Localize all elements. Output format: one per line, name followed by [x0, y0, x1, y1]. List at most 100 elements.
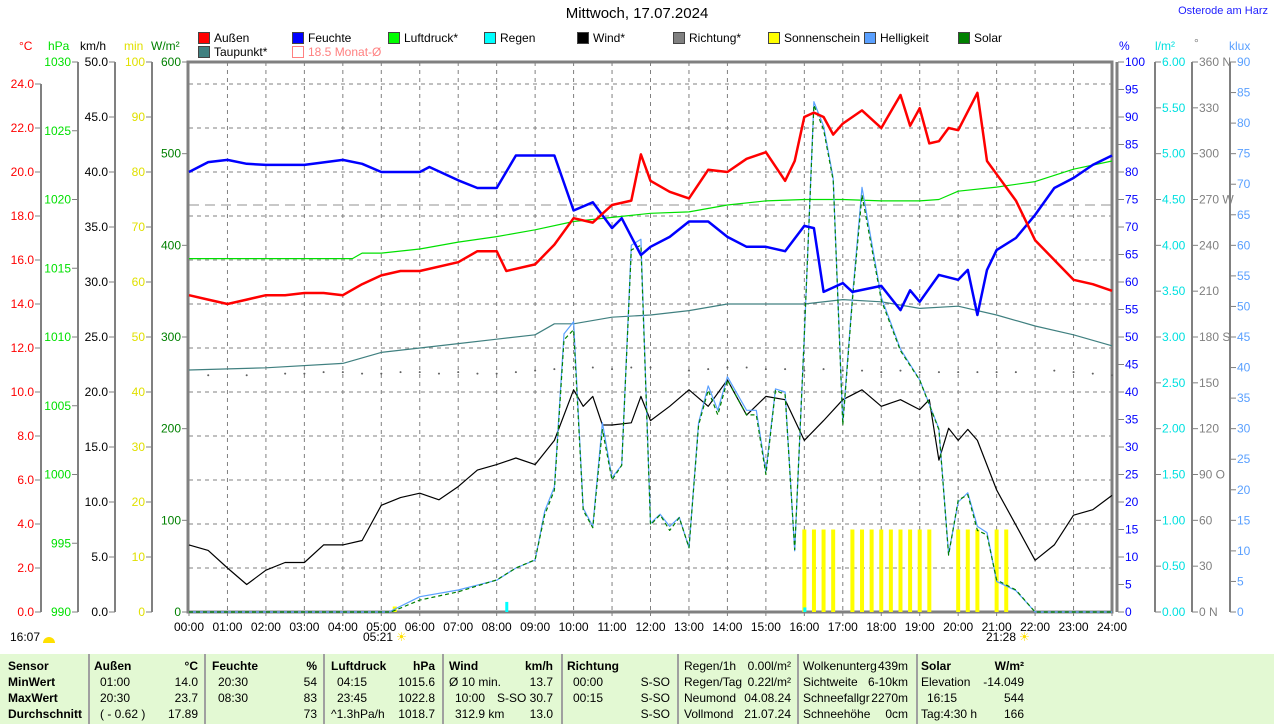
direction-point: [495, 372, 498, 375]
series-line-luftdruck: [189, 160, 1113, 260]
cell-value: 13.0: [529, 707, 553, 721]
cell-value: 544: [1003, 691, 1024, 705]
legend-label: Richtung*: [689, 31, 742, 45]
direction-point: [514, 371, 517, 374]
x-tick-label: 13:00: [674, 620, 704, 634]
axis-label-wm2: 500: [161, 147, 181, 161]
axis-label-wm2: 0: [174, 605, 181, 619]
cell-value: 0cm: [885, 707, 908, 721]
unit-wm2: W/m²: [151, 39, 180, 53]
axis-label-min: 0: [138, 605, 145, 619]
legend-wind: Wind*: [577, 31, 625, 45]
legend-label: Luftdruck*: [404, 31, 459, 45]
cell-time: 04:15: [337, 675, 368, 689]
axis-label-pct: 30: [1125, 440, 1139, 454]
richtung-column: Richtung 00:00 S-SO 00:15 S-SO S-SO: [567, 658, 670, 722]
direction-point: [784, 368, 787, 371]
legend-label: Feuchte: [308, 31, 352, 45]
direction-point: [822, 368, 825, 371]
divider: [561, 654, 563, 724]
axis-label-deg: 360 N: [1199, 55, 1231, 69]
direction-point: [1072, 371, 1075, 374]
direction-point: [361, 372, 364, 375]
cell-time: 20:30: [218, 675, 249, 689]
x-tick-label: 18:00: [866, 620, 896, 634]
legend-swatch: [388, 32, 400, 44]
legend-swatch: [864, 32, 876, 44]
direction-point: [745, 366, 748, 369]
sunshine-bar: [956, 529, 961, 612]
cell-label: Regen/Tag: [684, 675, 743, 689]
cell-label: Schneefallgr: [803, 691, 870, 705]
wind-column: Wind km/h Ø 10 min. 13.7 10:00 S-SO 30.7 31…: [449, 658, 553, 722]
x-tick-label: 14:00: [712, 620, 742, 634]
sunshine-bar: [811, 529, 816, 612]
axis-label-kmh: 10.0: [85, 495, 109, 509]
direction-point: [457, 371, 460, 374]
col-header: Außen: [94, 659, 132, 673]
direction-point: [957, 371, 960, 374]
legend-richtung: Richtung*: [673, 31, 741, 45]
cell-value: S-SO: [640, 691, 670, 705]
axis-label-temp: 20.0: [11, 165, 35, 179]
axis-label-pct: 65: [1125, 248, 1139, 262]
direction-point: [861, 369, 864, 372]
cell-value: 83: [303, 691, 317, 705]
col-header: Feuchte: [212, 659, 259, 673]
direction-point: [764, 368, 767, 371]
legend-swatch: [198, 32, 210, 44]
sunset-event: 21:28 ☀: [986, 630, 1030, 644]
unit-min: min: [124, 39, 144, 53]
axis-label-lm2: 6.00: [1162, 55, 1186, 69]
axis-label-wm2: 600: [161, 55, 181, 69]
axis-label-wm2: 200: [161, 422, 181, 436]
axis-label-deg: 90 O: [1199, 468, 1225, 482]
x-tick-label: 24:00: [1097, 620, 1127, 634]
legend-label: Solar: [974, 31, 1003, 45]
axis-label-kmh: 0.0: [91, 605, 108, 619]
x-tick-label: 12:00: [635, 620, 665, 634]
axis-label-pct: 70: [1125, 220, 1139, 234]
direction-point: [707, 368, 710, 371]
cell-value: 6-10km: [867, 675, 908, 689]
legend-luftdruck: Luftdruck*: [388, 31, 458, 45]
legend-label: 18.5 Monat-Ø: [308, 45, 382, 59]
legend-label: Außen: [214, 31, 250, 45]
sunshine-bar: [908, 529, 913, 612]
axis-label-temp: 8.0: [17, 429, 34, 443]
axis-label-kmh: 20.0: [85, 385, 109, 399]
axis-label-klux: 25: [1237, 452, 1251, 466]
row-label-max: MaxWert: [8, 691, 58, 705]
direction-point: [880, 371, 883, 374]
axis-label-klux: 10: [1237, 544, 1251, 558]
axis-label-min: 50: [132, 330, 146, 344]
series-line-wind: [188, 379, 1113, 586]
axis-label-pct: 15: [1125, 523, 1139, 537]
axis-label-klux: 35: [1237, 391, 1251, 405]
divider: [88, 654, 90, 724]
sunshine-bar: [869, 529, 874, 612]
legend-label: Wind*: [593, 31, 626, 45]
legend-month-avg: 18.5 Monat-Ø: [292, 45, 381, 59]
legend-swatch: [958, 32, 970, 44]
direction-point: [976, 371, 979, 374]
axis-label-lm2: 5.50: [1162, 101, 1186, 115]
cell-label: Sichtweite: [803, 675, 858, 689]
axis-label-pct: 40: [1125, 385, 1139, 399]
divider: [442, 654, 444, 724]
cell-label: Vollmond: [684, 707, 734, 721]
row-label-avg: Durchschnitt: [8, 707, 83, 721]
direction-point: [322, 371, 325, 374]
series-line-feuchte: [188, 154, 1113, 317]
axis-label-pct: 0: [1125, 605, 1132, 619]
legend-helligkeit: Helligkeit: [864, 31, 929, 45]
axis-label-klux: 70: [1237, 177, 1251, 191]
axis-label-hpa: 1020: [44, 193, 71, 207]
axis-label-klux: 50: [1237, 299, 1251, 313]
summary-table: Sensor MinWert MaxWert Durchschnitt Auße…: [0, 654, 1274, 724]
x-tick-label: 19:00: [905, 620, 935, 634]
sunset-time: 21:28: [986, 630, 1017, 644]
cell-value: S-SO: [640, 707, 670, 721]
axis-label-wm2: 100: [161, 513, 181, 527]
cell-label: Neumond: [684, 691, 737, 705]
